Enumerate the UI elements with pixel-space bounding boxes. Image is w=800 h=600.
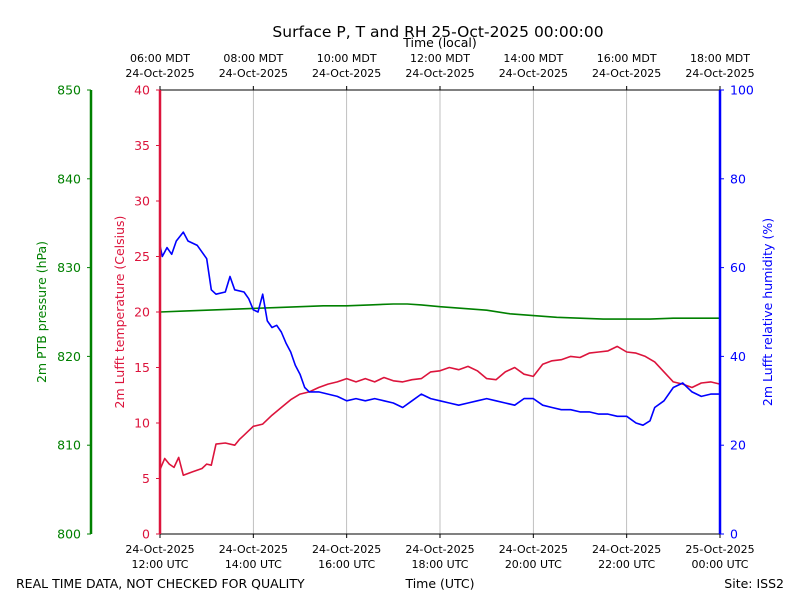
pressure-axis-label: 2m PTB pressure (hPa): [34, 241, 49, 383]
humidity-axis-tick-label: 80: [730, 171, 746, 186]
x-tick-label-utc-date: 24-Oct-2025: [125, 543, 194, 556]
x-tick-label-local-date: 24-Oct-2025: [125, 67, 194, 80]
x-tick-label-local-date: 24-Oct-2025: [499, 67, 568, 80]
humidity-axis-tick-label: 40: [730, 349, 746, 364]
x-tick-label-utc-time: 20:00 UTC: [505, 558, 562, 571]
x-tick-label-local-time: 16:00 MDT: [597, 52, 657, 65]
x-tick-label-utc-date: 24-Oct-2025: [312, 543, 381, 556]
pressure-axis-tick-label: 820: [57, 349, 81, 364]
temperature-axis-tick-label: 30: [134, 194, 150, 209]
temperature-axis-tick-label: 15: [134, 360, 150, 375]
series-line-pressure: [159, 303, 720, 320]
pressure-axis-tick-label: 810: [57, 438, 81, 453]
humidity-axis-tick-label: 60: [730, 260, 746, 275]
temperature-axis-tick-label: 5: [142, 471, 150, 486]
x-tick-label-utc-time: 18:00 UTC: [411, 558, 468, 571]
temperature-axis-tick-label: 35: [134, 138, 150, 153]
temperature-axis-label: 2m Lufft temperature (Celsius): [112, 216, 127, 409]
x-tick-label-local-time: 06:00 MDT: [130, 52, 190, 65]
x-tick-label-local-time: 08:00 MDT: [223, 52, 283, 65]
x-tick-label-utc-time: 14:00 UTC: [225, 558, 282, 571]
x-tick-label-local-time: 18:00 MDT: [690, 52, 750, 65]
temperature-axis-tick-label: 10: [134, 416, 150, 431]
series-line-temperature: [159, 345, 721, 476]
x-tick-label-utc-date: 24-Oct-2025: [592, 543, 661, 556]
pressure-axis-tick-label: 840: [57, 171, 81, 186]
pressure-axis-tick-label: 830: [57, 260, 81, 275]
chart-title: Surface P, T and RH 25-Oct-2025 00:00:00: [272, 23, 603, 41]
x-tick-label-utc-time: 12:00 UTC: [131, 558, 188, 571]
temperature-axis-tick-label: 20: [134, 305, 150, 320]
x-tick-label-local-date: 24-Oct-2025: [685, 67, 754, 80]
x-tick-label-utc-date: 24-Oct-2025: [405, 543, 474, 556]
humidity-axis-tick-label: 20: [730, 438, 746, 453]
x-tick-label-utc-date: 24-Oct-2025: [219, 543, 288, 556]
bottom-axis-label: Time (UTC): [404, 576, 474, 591]
x-tick-label-utc-time: 22:00 UTC: [598, 558, 655, 571]
series-line-humidity: [159, 231, 720, 426]
axes-layer: 24-Oct-2025 12:00 UTC 24-Oct-2025 14:00 UTC…: [34, 52, 775, 571]
humidity-axis-tick-label: 100: [730, 83, 754, 98]
humidity-axis-label: 2m Lufft relative humidity (%): [760, 218, 775, 406]
temperature-axis-tick-label: 0: [142, 527, 150, 542]
pressure-axis-tick-label: 800: [57, 527, 81, 542]
series-layer: [159, 231, 721, 476]
x-tick-label-utc-time: 16:00 UTC: [318, 558, 375, 571]
x-tick-label-utc-date: 25-Oct-2025: [685, 543, 754, 556]
top-axis-label: Time (local): [402, 35, 476, 50]
x-tick-label-local-time: 12:00 MDT: [410, 52, 470, 65]
humidity-axis-tick-label: 0: [730, 527, 738, 542]
x-tick-label-local-date: 24-Oct-2025: [312, 67, 381, 80]
site-label: Site: ISS2: [724, 576, 784, 591]
temperature-axis-tick-label: 25: [134, 249, 150, 264]
x-tick-label-local-time: 14:00 MDT: [503, 52, 563, 65]
x-tick-label-utc-date: 24-Oct-2025: [499, 543, 568, 556]
x-tick-label-local-date: 24-Oct-2025: [592, 67, 661, 80]
quality-warning: REAL TIME DATA, NOT CHECKED FOR QUALITY: [16, 576, 305, 591]
x-tick-label-local-date: 24-Oct-2025: [405, 67, 474, 80]
grid-layer: [252, 90, 628, 534]
x-tick-label-local-time: 10:00 MDT: [317, 52, 377, 65]
x-tick-label-utc-time: 00:00 UTC: [691, 558, 748, 571]
temperature-axis-tick-label: 40: [134, 83, 150, 98]
pressure-axis-tick-label: 850: [57, 83, 81, 98]
x-tick-label-local-date: 24-Oct-2025: [219, 67, 288, 80]
